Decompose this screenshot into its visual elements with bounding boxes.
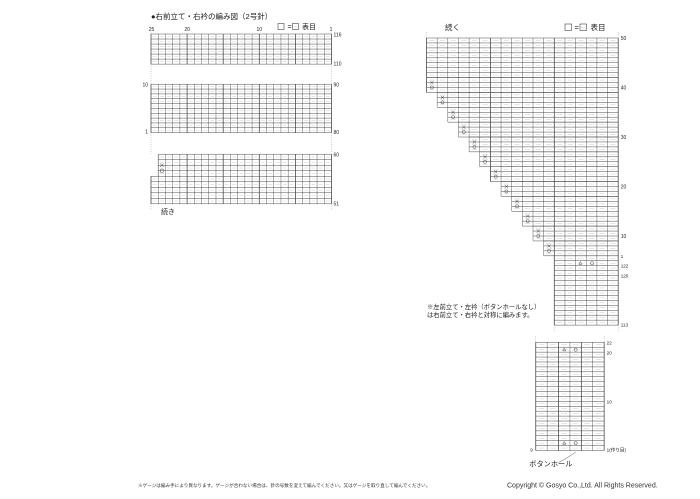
svg-text:表目: 表目 xyxy=(302,22,316,31)
svg-text:90: 90 xyxy=(334,83,340,89)
svg-text:110: 110 xyxy=(334,62,342,68)
svg-text:表目: 表目 xyxy=(591,22,606,32)
svg-text:40: 40 xyxy=(621,86,627,92)
svg-text:10: 10 xyxy=(621,234,627,240)
svg-text:51: 51 xyxy=(334,201,340,207)
svg-text:20: 20 xyxy=(621,185,627,191)
svg-text:1: 1 xyxy=(621,254,624,259)
svg-text:続き: 続き xyxy=(161,207,175,216)
svg-text:1: 1 xyxy=(145,130,148,136)
svg-text:20: 20 xyxy=(607,350,613,355)
svg-text:は右前立て・右衿と対称に編みます。: は右前立て・右衿と対称に編みます。 xyxy=(427,310,533,319)
svg-text:※ゲージは編み手により異なります。ゲージが合わない場合は、針: ※ゲージは編み手により異なります。ゲージが合わない場合は、針の号数を変えて編んで… xyxy=(138,482,430,489)
svg-text:30: 30 xyxy=(621,135,627,141)
svg-text:10: 10 xyxy=(257,27,263,33)
svg-text:9: 9 xyxy=(530,448,533,453)
svg-text:116: 116 xyxy=(334,33,342,39)
svg-text:113: 113 xyxy=(621,323,629,328)
svg-text:※左前立て・左衿（ボタンホールなし）: ※左前立て・左衿（ボタンホールなし） xyxy=(427,302,540,311)
svg-text:10: 10 xyxy=(142,83,148,89)
svg-text:80: 80 xyxy=(334,130,340,136)
svg-text:=: = xyxy=(288,24,292,31)
svg-text:50: 50 xyxy=(621,36,627,42)
svg-text:120: 120 xyxy=(621,274,629,279)
svg-text:●右前立て・右衿の編み図（2号針）: ●右前立て・右衿の編み図（2号針） xyxy=(151,11,272,21)
svg-text:ボタンホール: ボタンホール xyxy=(529,460,572,469)
svg-text:20: 20 xyxy=(184,27,190,33)
svg-text:22: 22 xyxy=(607,341,613,346)
svg-text:122: 122 xyxy=(621,264,629,269)
svg-text:1: 1 xyxy=(330,27,333,33)
svg-text:25: 25 xyxy=(149,27,155,33)
svg-text:=: = xyxy=(575,23,580,32)
svg-text:1(作り目): 1(作り目) xyxy=(607,447,627,454)
svg-text:10: 10 xyxy=(607,400,613,405)
svg-text:60: 60 xyxy=(334,153,340,159)
svg-text:続く: 続く xyxy=(445,22,460,32)
svg-text:Copyright © Gosyo Co.,Ltd. All: Copyright © Gosyo Co.,Ltd. All Rights Re… xyxy=(507,482,658,490)
